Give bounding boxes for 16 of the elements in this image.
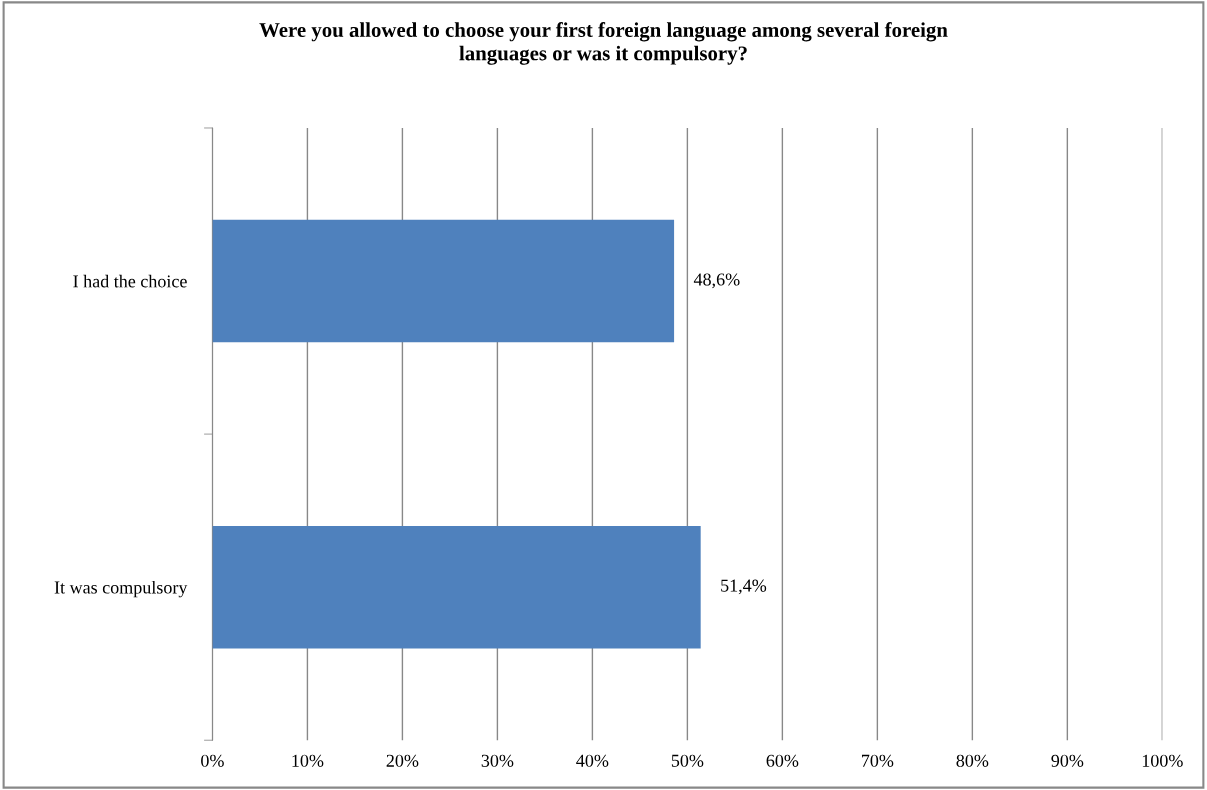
x-tick-label: 90% (1051, 754, 1084, 767)
x-tick-label: 20% (386, 754, 419, 767)
chart-title: Were you allowed to choose your first foreign language among several foreign languages or was it compulsory? (259, 22, 948, 65)
data-label: 51,4% (721, 579, 767, 595)
x-tick-label: 80% (956, 754, 989, 767)
x-tick-label: 60% (766, 754, 799, 767)
x-tick-label: 100% (1142, 754, 1183, 767)
y-tick-label: It was compulsory (54, 580, 188, 598)
x-tick-label: 10% (292, 754, 324, 767)
x-tick-label: 50% (671, 754, 704, 767)
data-label: 48,6% (693, 273, 740, 289)
x-tick-label: 70% (862, 754, 894, 767)
x-tick-label: 30% (481, 754, 514, 767)
x-tick-label: 40% (576, 754, 609, 767)
y-tick-label: I had the choice (73, 274, 187, 288)
x-tick-label: 0% (201, 754, 224, 767)
